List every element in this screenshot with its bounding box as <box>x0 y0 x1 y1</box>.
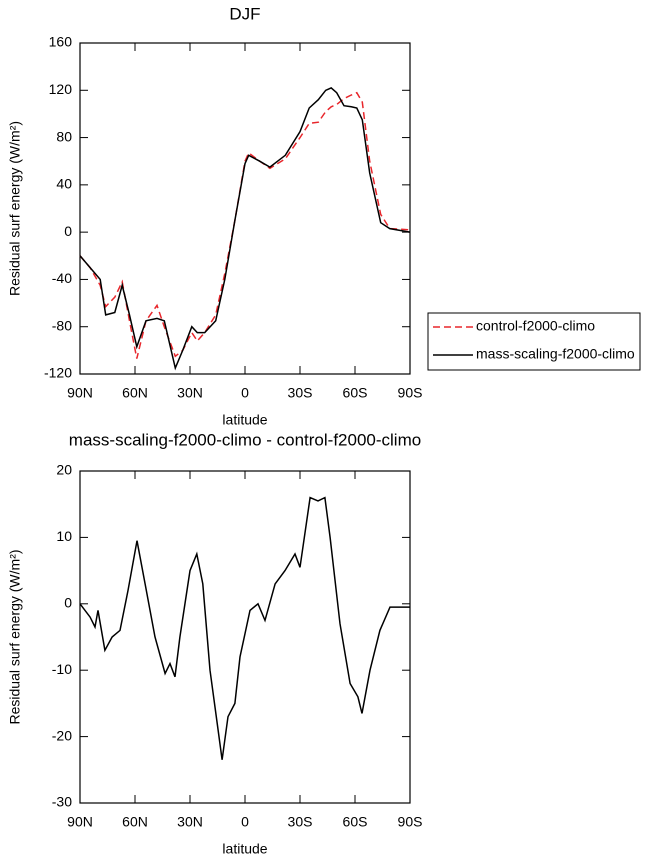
line-series <box>79 496 410 760</box>
x-tick-label: 60S <box>343 385 368 401</box>
legend: control-f2000-climo mass-scaling-f2000-cl… <box>427 312 641 371</box>
x-tick-label: 30N <box>177 385 203 401</box>
y-tick-label: -30 <box>52 794 72 810</box>
y-tick-label: 80 <box>56 128 72 144</box>
x-axis-label: latitude <box>222 841 267 857</box>
x-tick-label: 60S <box>343 814 368 830</box>
x-tick-label: 30S <box>288 814 313 830</box>
x-tick-label: 0 <box>241 814 249 830</box>
x-tick-label: 60N <box>122 385 148 401</box>
x-tick-label: 0 <box>241 385 249 401</box>
y-tick-label: 0 <box>64 595 72 611</box>
y-tick-label: 40 <box>56 176 72 192</box>
plot-frame <box>79 42 411 375</box>
y-tick-label: -10 <box>52 661 72 677</box>
y-tick-label: -40 <box>52 270 72 286</box>
x-tick-label: 90S <box>398 385 423 401</box>
x-axis-label: latitude <box>222 412 267 428</box>
x-tick-label: 90N <box>67 814 93 830</box>
x-tick-label: 90S <box>398 814 423 830</box>
plot-frame <box>79 470 411 804</box>
y-tick-label: 120 <box>49 81 73 97</box>
legend-box <box>427 312 641 371</box>
line-series <box>79 91 411 359</box>
line-series <box>79 87 411 371</box>
y-tick-label: 160 <box>49 34 73 50</box>
y-tick-label: -120 <box>44 365 72 381</box>
x-tick-label: 30S <box>288 385 313 401</box>
legend-label: mass-scaling-f2000-climo <box>476 346 635 362</box>
y-tick-label: -80 <box>52 317 72 333</box>
x-tick-label: 60N <box>122 814 148 830</box>
chart-title: DJF <box>229 4 260 23</box>
y-axis-label: Residual surf energy (W/m²) <box>7 121 23 296</box>
y-tick-label: -20 <box>52 727 72 743</box>
y-tick-label: 10 <box>56 528 72 544</box>
y-tick-label: 0 <box>64 223 72 239</box>
x-tick-label: 90N <box>67 385 93 401</box>
legend-label: control-f2000-climo <box>476 318 595 334</box>
y-tick-label: 20 <box>56 462 72 478</box>
y-axis-label: Residual surf energy (W/m²) <box>7 549 23 724</box>
chart-title: mass-scaling-f2000-climo - control-f2000… <box>69 430 421 449</box>
x-tick-label: 30N <box>177 814 203 830</box>
